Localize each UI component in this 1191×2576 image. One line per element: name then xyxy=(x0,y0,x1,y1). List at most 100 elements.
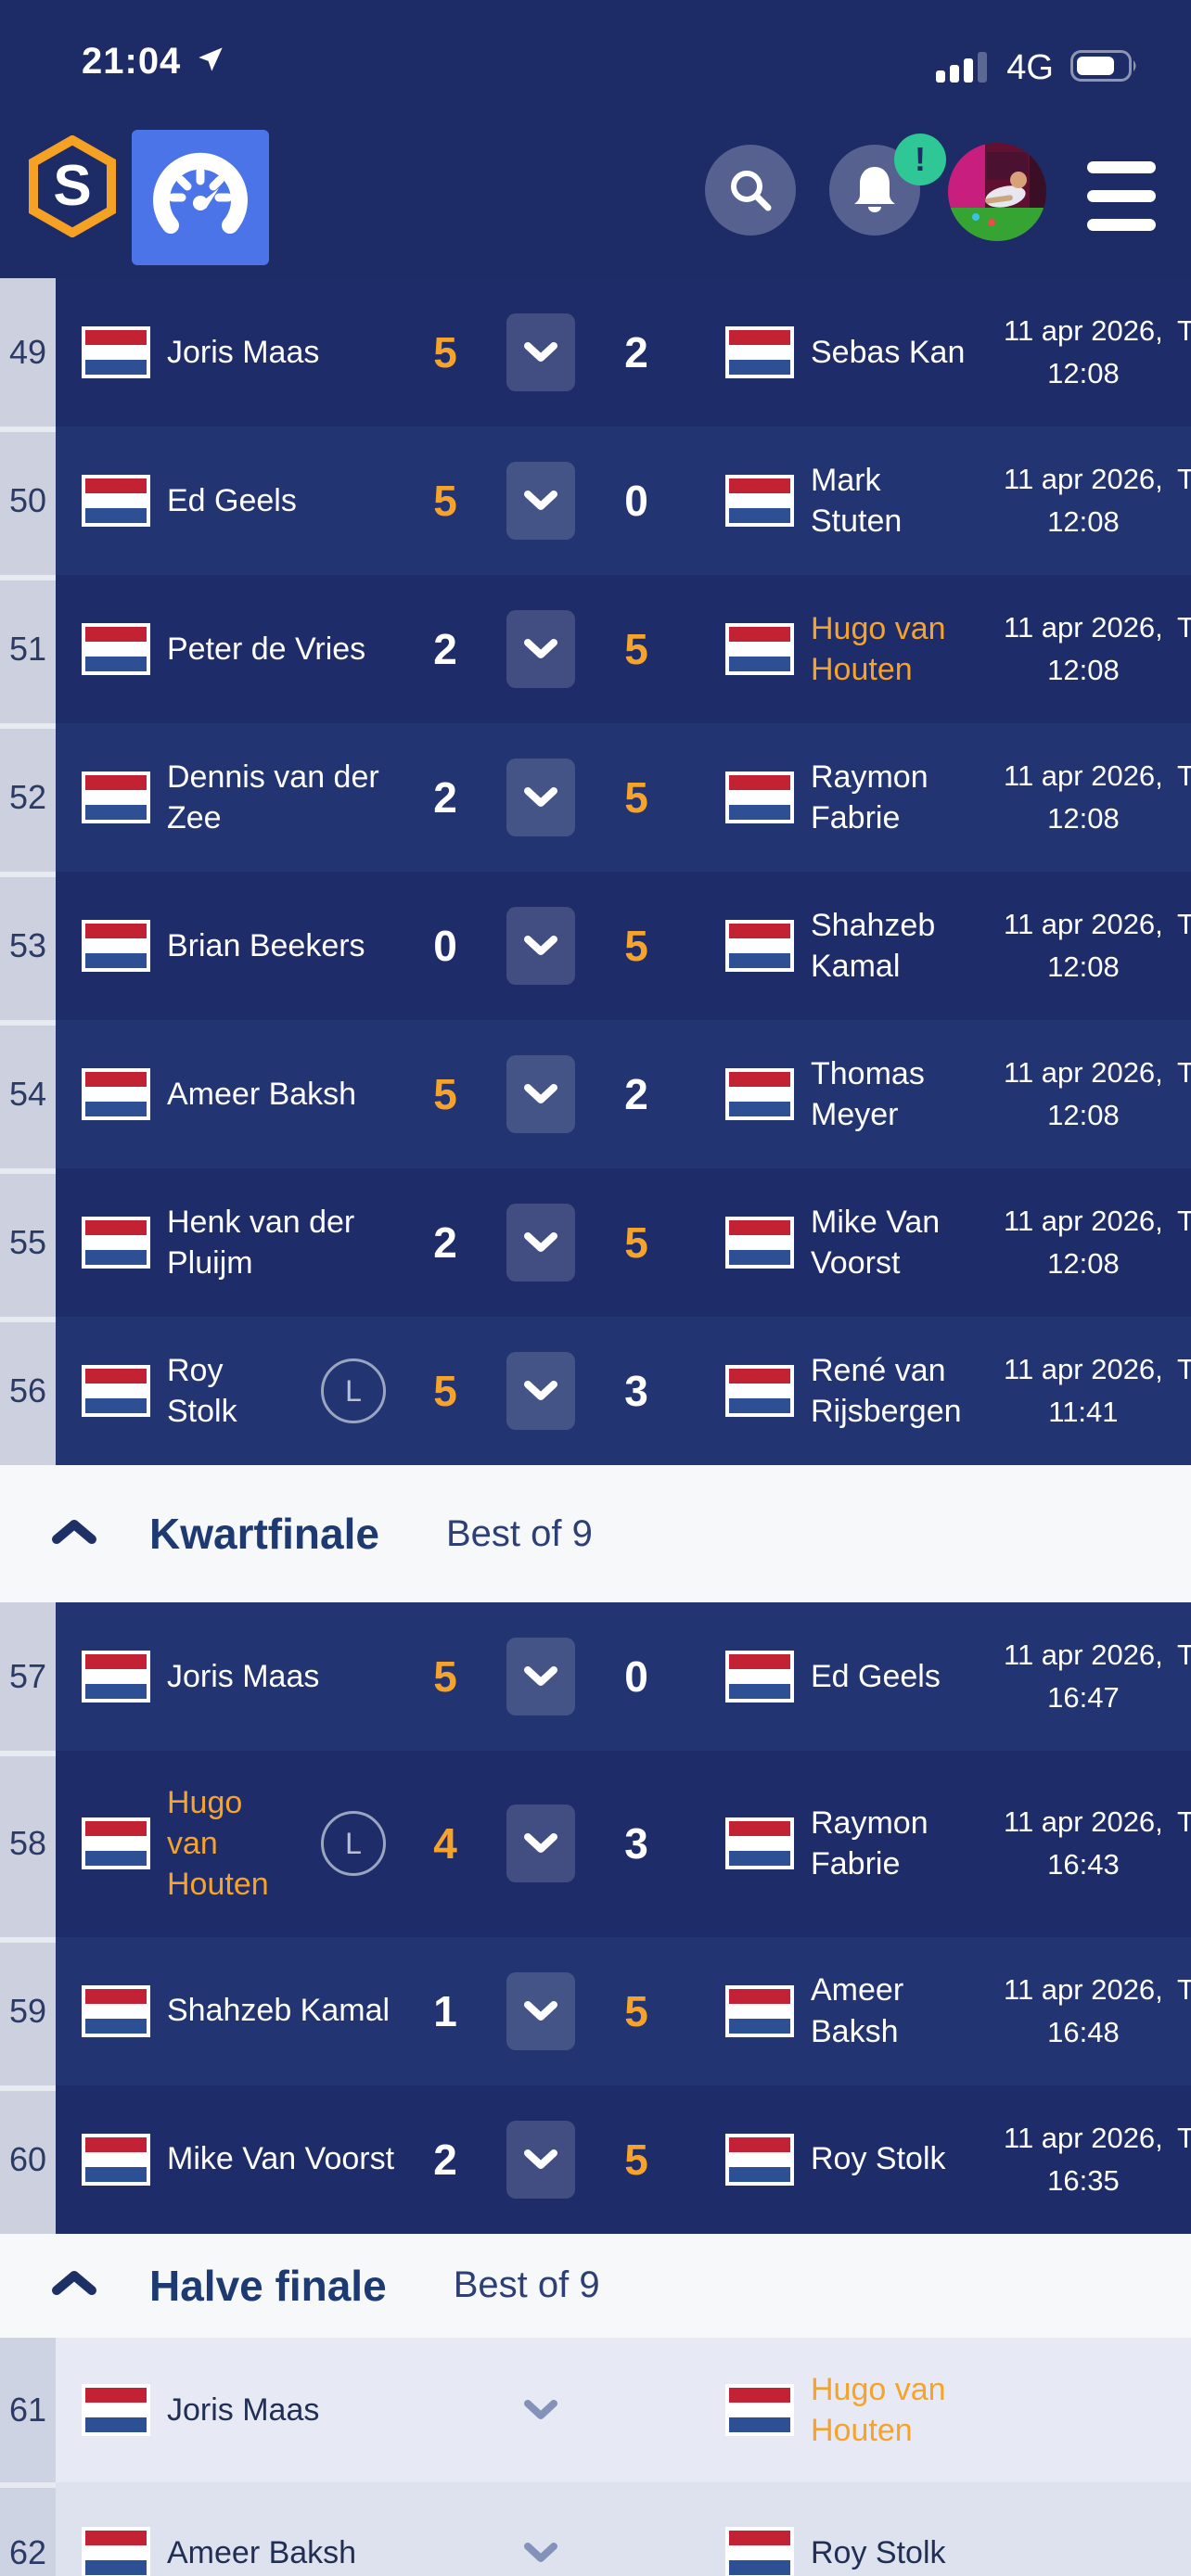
section-title: Kwartfinale xyxy=(149,1510,379,1558)
player-name: Ed Geels xyxy=(167,482,297,518)
home-player: Ameer Baksh xyxy=(82,2526,408,2576)
player-name: Ameer Baksh xyxy=(167,1076,357,1112)
expand-match-button[interactable] xyxy=(506,610,575,688)
player-name: Joris Maas xyxy=(167,1658,320,1694)
match-score-away: 3 xyxy=(624,1819,648,1868)
away-player: Raymon Fabrie xyxy=(725,1803,1004,1884)
expand-match-button[interactable] xyxy=(506,1804,575,1883)
chevron-down-icon xyxy=(524,491,557,510)
match-row-main: Brian Beekers 0 5 Shahzeb Kamal 11 apr 2… xyxy=(56,872,1191,1020)
match-datetime: 11 apr 2026,Tafel 12:081 xyxy=(1004,755,1191,840)
home-player: Ed Geels xyxy=(82,475,408,527)
status-bar: 21:04 xyxy=(82,41,225,83)
match-row-main: Mike Van Voorst 2 5 Roy Stolk 11 apr 202… xyxy=(56,2085,1191,2234)
match-time: 16:43 xyxy=(1047,1848,1120,1881)
player-name: René van Rijsbergen xyxy=(811,1352,962,1429)
loser-bracket-badge: L xyxy=(321,1358,386,1423)
section-header[interactable]: Kwartfinale Best of 9 xyxy=(0,1465,1191,1602)
expand-match-button[interactable] xyxy=(506,1352,575,1430)
match-number: 57 xyxy=(0,1602,56,1751)
match-date: 11 apr 2026, xyxy=(1004,463,1163,495)
match-row: 56 Roy Stolk L 5 3 René van Rijsbergen xyxy=(0,1317,1191,1465)
expand-match-button[interactable] xyxy=(506,907,575,985)
nl-flag-icon xyxy=(725,1217,794,1269)
match-row: 54 Ameer Baksh 5 2 Thomas Meyer xyxy=(0,1020,1191,1168)
match-score-away: 5 xyxy=(624,1218,648,1267)
chevron-down-icon xyxy=(524,1232,557,1252)
nl-flag-icon xyxy=(82,1817,150,1870)
search-button[interactable] xyxy=(705,145,796,236)
away-player: Sebas Kan xyxy=(725,326,1004,378)
player-name: Raymon Fabrie xyxy=(811,759,928,835)
collapse-chevron-icon xyxy=(51,2269,97,2302)
dashboard-tab[interactable] xyxy=(132,130,269,265)
expand-match-button[interactable] xyxy=(506,1055,575,1133)
app-logo[interactable]: S xyxy=(28,135,117,237)
away-player: Mark Stuten xyxy=(725,460,1004,542)
notification-badge[interactable]: ! xyxy=(894,134,946,185)
match-datetime: 11 apr 2026,Tafel 12:087 xyxy=(1004,310,1191,395)
match-datetime: 11 apr 2026,Tafel 16:352 xyxy=(1004,2117,1191,2202)
match-score-away: 3 xyxy=(624,1367,648,1415)
match-datetime: 11 apr 2026,Tafel 12:085 xyxy=(1004,903,1191,988)
match-time: 12:08 xyxy=(1047,802,1120,835)
match-datetime: 11 apr 2026,Tafel 12:082 xyxy=(1004,458,1191,543)
nl-flag-icon xyxy=(82,623,150,675)
match-row-main: Joris Maas 5 2 Sebas Kan 11 apr 2026, Taf… xyxy=(56,278,1191,427)
match-row-main: Dennis van der Zee 2 5 Raymon Fabrie 11 … xyxy=(56,723,1191,872)
tafel-label: Tafel xyxy=(1177,463,1191,495)
expand-match-button[interactable] xyxy=(506,2514,575,2576)
expand-match-button[interactable] xyxy=(506,313,575,391)
player-name: Mike Van Voorst xyxy=(167,2141,395,2177)
tafel-label: Tafel xyxy=(1177,759,1191,792)
player-name: Joris Maas xyxy=(167,2391,320,2428)
expand-match-button[interactable] xyxy=(506,1204,575,1282)
home-player: Shahzeb Kamal xyxy=(82,1984,408,2037)
match-score-home: 1 xyxy=(433,1986,457,2035)
away-player: Raymon Fabrie xyxy=(725,757,1004,838)
match-date: 11 apr 2026, xyxy=(1004,908,1163,940)
match-datetime: 11 apr 2026,Tafel 16:484 xyxy=(1004,1969,1191,2054)
player-name: Roy Stolk xyxy=(811,2141,946,2177)
match-number: 59 xyxy=(0,1936,56,2085)
status-indicators: 4G xyxy=(936,48,1139,88)
match-number: 54 xyxy=(0,1020,56,1168)
expand-match-button[interactable] xyxy=(506,462,575,540)
player-name: Dennis van der Zee xyxy=(167,759,379,835)
match-row-main: Shahzeb Kamal 1 5 Ameer Baksh 11 apr 202… xyxy=(56,1936,1191,2085)
nl-flag-icon xyxy=(82,475,150,527)
away-player: Hugo van Houten xyxy=(725,2369,1004,2451)
tafel-label: Tafel xyxy=(1177,1056,1191,1089)
player-name: Thomas Meyer xyxy=(811,1055,925,1132)
network-label: 4G xyxy=(1006,48,1054,87)
chevron-down-icon xyxy=(524,2149,557,2169)
match-score-away: 5 xyxy=(624,2135,648,2184)
nl-flag-icon xyxy=(82,1365,150,1417)
player-name: Roy Stolk xyxy=(811,2534,946,2570)
match-time: 12:08 xyxy=(1047,1099,1120,1131)
expand-match-button[interactable] xyxy=(506,2371,575,2449)
expand-match-button[interactable] xyxy=(506,1638,575,1715)
away-player: Roy Stolk xyxy=(725,2133,1004,2186)
match-row: 58 Hugo van Houten L 4 3 Raymon Fabrie xyxy=(0,1751,1191,1937)
avatar[interactable] xyxy=(948,143,1046,241)
match-datetime: 11 apr 2026,Tafel 12:086 xyxy=(1004,1052,1191,1137)
section-header[interactable]: Halve finale Best of 9 xyxy=(0,2233,1191,2338)
hamburger-bar xyxy=(1087,190,1156,202)
home-player: Joris Maas xyxy=(82,326,408,378)
match-score-away: 5 xyxy=(624,922,648,970)
notifications-button[interactable] xyxy=(829,145,920,236)
match-row: 50 Ed Geels 5 0 Mark Stuten 11 xyxy=(0,427,1191,575)
expand-match-button[interactable] xyxy=(506,759,575,836)
expand-match-button[interactable] xyxy=(506,2120,575,2199)
nl-flag-icon xyxy=(725,772,794,823)
match-row-main: Hugo van Houten L 4 3 Raymon Fabrie 11 a… xyxy=(56,1751,1191,1937)
expand-match-button[interactable] xyxy=(506,1971,575,2050)
menu-button[interactable] xyxy=(1087,161,1156,231)
match-row: 49 Joris Maas 5 2 Sebas Kan 11 xyxy=(0,278,1191,427)
chevron-down-icon xyxy=(524,1084,557,1103)
match-row: 61 Joris Maas Hugo van Houten xyxy=(0,2337,1191,2482)
match-score-home: 2 xyxy=(433,1218,457,1267)
home-player: Joris Maas xyxy=(82,1651,408,1702)
